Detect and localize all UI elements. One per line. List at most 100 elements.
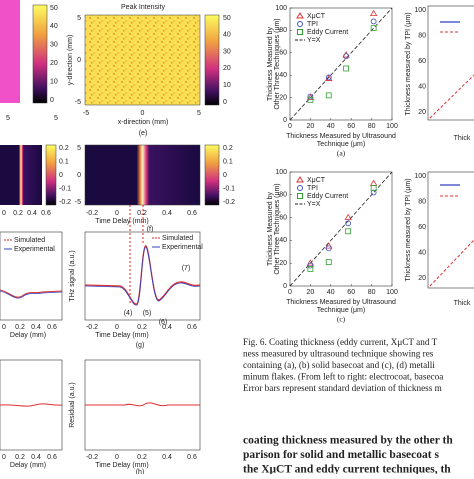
tick-label: 5 [54,115,58,122]
axis-label: Thickness Measured by [267,192,274,266]
tick-label: 80 [279,192,287,199]
axes [427,5,474,121]
tick-label: 40 [418,83,426,90]
tick-label: 0.6 [41,210,51,217]
point [370,185,377,191]
peak-label: (6) [159,319,168,326]
axis-label: Time Delay (mm) [95,218,148,225]
peak-label: (5) [143,310,152,317]
axis-label: Thickness Measured by Ultrasound [286,299,396,306]
tick-label: 10 [223,82,231,89]
tick-label: 0 [283,117,287,124]
image-edge [0,0,20,103]
point [370,18,377,25]
tick-label: 0 [288,289,292,296]
body-line: coating thickness measured by the other … [243,435,453,447]
tick-label: 80 [368,289,376,296]
tick-label: 0.2 [13,210,23,217]
tick-label: -0.2 [86,210,98,217]
legend-label: XμCT [307,13,326,20]
tick-label: 60 [279,50,287,57]
reference-line [289,7,393,121]
tick-label: 0.4 [31,454,41,461]
tick-label: 40 [327,289,335,296]
body-line: the XμCT and eddy current techniques, th [243,464,451,474]
axis-label: THz signal (a.u.) [69,250,76,301]
tick-label: 60 [347,123,355,130]
body-line: parison for solid and metallic basecoat … [243,449,439,461]
point [345,228,352,235]
curve [84,245,201,305]
point [307,93,314,100]
image-edge [0,145,42,205]
point [342,51,350,58]
tick-label: 100 [386,123,398,130]
tick-label: 20 [418,109,426,116]
tick-label: 0.6 [187,454,197,461]
tick-label: 80 [418,32,426,39]
axis-label: y-direction (mm) [67,35,74,86]
tick-label: 40 [50,23,58,30]
point [369,179,378,186]
tick-label: 30 [50,42,58,49]
legend-label: TPI [307,185,318,192]
reference-line [289,171,393,287]
legend-label: Y=X [307,201,321,208]
legend-marker [297,29,303,35]
tick-label: -0.2 [86,324,98,331]
point [325,245,332,252]
legend-marker [296,176,304,183]
tick-label: 100 [275,169,287,176]
tick-label: 0 [77,172,81,179]
legend-marker [296,12,304,19]
tick-label: -5 [83,110,89,117]
time-map [84,144,201,206]
tick-label: 0 [2,210,6,217]
curve [84,246,201,306]
axis-label: Technique (μm) [317,141,365,148]
caption-line: minum flakes. (From left to right: elect… [243,372,443,382]
axis-label: Delay (mm) [10,332,46,339]
legend-label: TPI [307,21,318,28]
axes [289,7,393,121]
tick-label: 0.2 [15,324,25,331]
tick-label: 50 [50,5,58,12]
tick-label: 5 [197,110,201,117]
caption-line: containing (a), (b) solid basecoat and (… [243,360,435,370]
axis-label: Thick [454,135,471,142]
tick-label: 100 [414,7,426,14]
axes [0,231,63,321]
tick-label: -5 [75,99,81,106]
tick-label: -0.1 [59,185,71,192]
tick-label: 0 [223,99,227,106]
tick-label: 0.6 [187,324,197,331]
tick-label: 0.2 [137,210,147,217]
curve [0,289,63,298]
intensity-map [84,14,201,106]
point [369,9,378,16]
tick-label: 0.2 [59,145,69,152]
panel-label: (g) [136,342,145,349]
tick-label: 80 [418,198,426,205]
tick-label: 0.2 [137,324,147,331]
tick-label: 0.2 [223,145,233,152]
axis-label: Thickness Measured by Ultrasound [286,133,396,140]
tick-label: 0 [59,172,63,179]
fit-line [429,74,474,119]
tick-label: -0.2 [86,454,98,461]
point [325,92,332,99]
curve [0,403,63,407]
tick-label: -0.1 [223,185,235,192]
point [325,74,332,81]
point [343,53,350,60]
caption-line: Fig. 6. Coating thickness (eddy current,… [243,337,438,347]
tick-label: 40 [327,123,335,130]
caption-line: Error bars represent standard deviation … [243,383,442,393]
axis-label: Other Three Techniques (μm) [274,18,281,109]
tick-label: -0.2 [223,199,235,206]
legend-label: Eddy Current [307,29,348,36]
legend-label: XμCT [307,177,326,184]
tick-label: 80 [368,123,376,130]
axis-label: Technique (μm) [317,307,365,314]
